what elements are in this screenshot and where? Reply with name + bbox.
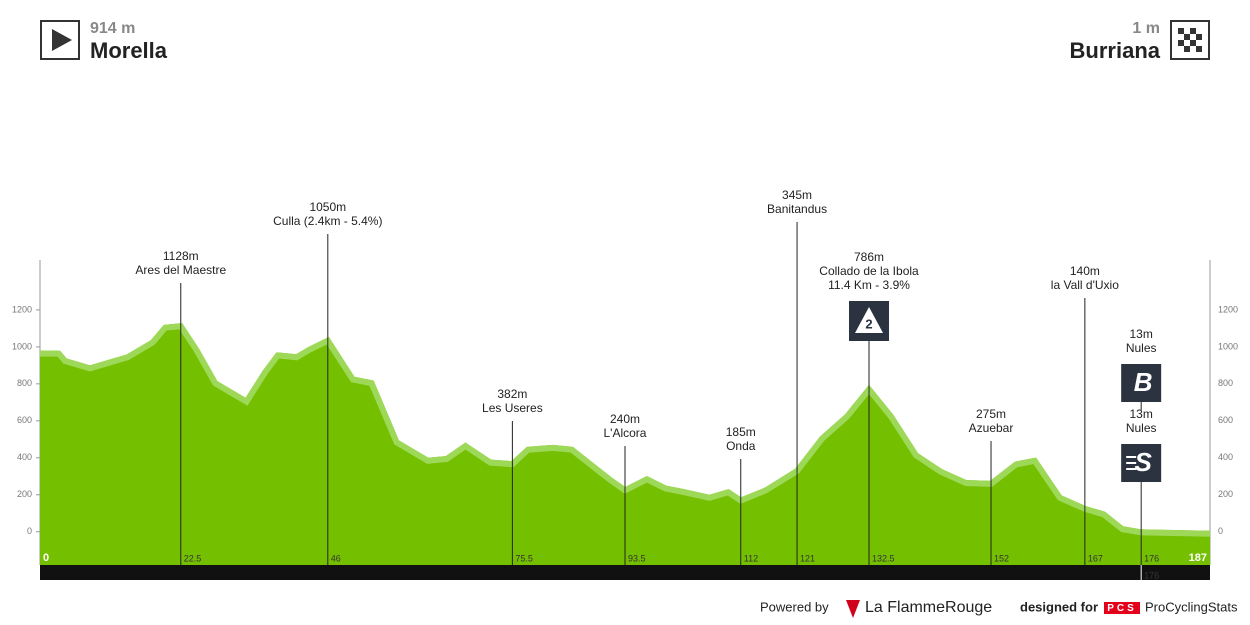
- brand: La FlammeRouge: [865, 599, 992, 616]
- site-name: ProCyclingStats: [1145, 599, 1238, 614]
- poi-name: Culla (2.4km - 5.4%): [273, 214, 382, 228]
- poi-elevation: 275m: [976, 407, 1006, 421]
- finish-name: Burriana: [1070, 38, 1161, 63]
- poi-name: Azuebar: [969, 421, 1014, 435]
- poi-name: L'Alcora: [604, 426, 647, 440]
- y-tick-label-right: 400: [1218, 452, 1233, 462]
- poi-detail: 11.4 Km - 3.9%: [828, 278, 910, 292]
- y-tick-label-right: 1200: [1218, 304, 1238, 314]
- km-label: 46: [331, 553, 341, 563]
- km-label: 22.5: [184, 553, 202, 563]
- poi-elevation: 13m: [1130, 407, 1153, 421]
- km-label: 176: [1144, 553, 1159, 563]
- y-tick-label-right: 800: [1218, 378, 1233, 388]
- start-name: Morella: [90, 38, 168, 63]
- y-tick-label: 1000: [12, 341, 32, 351]
- y-tick-label-right: 200: [1218, 489, 1233, 499]
- poi-icon: 2: [865, 316, 872, 331]
- designed-for: designed for: [1020, 599, 1098, 614]
- start-arrow: [52, 29, 72, 51]
- poi-elevation: 382m: [497, 387, 527, 401]
- poi-name: Onda: [726, 439, 756, 453]
- checkered-flag: [1178, 28, 1202, 52]
- elevation-area: [40, 323, 1210, 565]
- km-label: 93.5: [628, 553, 646, 563]
- finish-elevation: 1 m: [1132, 20, 1160, 37]
- pcs-text: PCS: [1107, 603, 1137, 614]
- start-elevation: 914 m: [90, 20, 135, 37]
- poi-name: Nules: [1126, 341, 1157, 355]
- y-tick-label: 0: [27, 526, 32, 536]
- distance-bar: [40, 565, 1210, 580]
- y-tick-label-right: 1000: [1218, 341, 1238, 351]
- y-tick-label: 1200: [12, 304, 32, 314]
- km-label: 152: [994, 553, 1009, 563]
- pcs-badge: [1104, 602, 1140, 614]
- poi-elevation: 13m: [1130, 327, 1153, 341]
- y-tick-label: 800: [17, 378, 32, 388]
- plot: 0 0 200 200 400 400 600 600 800 800 1000 1000 1200 12…: [12, 188, 1238, 580]
- poi-elevation: 786m: [854, 250, 884, 264]
- y-tick-label: 600: [17, 415, 32, 425]
- poi-elevation: 345m: [782, 188, 812, 202]
- poi-name: Collado de la Ibola: [819, 264, 919, 278]
- powered-by: Powered by: [760, 599, 829, 614]
- poi-name: Ares del Maestre: [135, 263, 226, 277]
- poi-name: la Vall d'Uxio: [1051, 278, 1119, 292]
- poi-icon-box: [1121, 364, 1162, 402]
- poi-elevation: 240m: [610, 412, 640, 426]
- x-tick-label: 187: [1189, 552, 1207, 564]
- y-tick-label: 400: [17, 452, 32, 462]
- flame-icon: [846, 600, 860, 618]
- finish-marker-label: 176: [1144, 570, 1159, 580]
- y-tick-label-right: 600: [1218, 415, 1233, 425]
- km-label: 167: [1088, 553, 1103, 563]
- km-label: 121: [800, 553, 815, 563]
- poi-elevation: 185m: [726, 425, 756, 439]
- poi-icon: S: [1135, 447, 1153, 477]
- poi-icon: B: [1134, 367, 1153, 397]
- poi-name: Nules: [1126, 421, 1157, 435]
- km-label: 75.5: [515, 553, 533, 563]
- km-label: 132.5: [872, 553, 895, 563]
- x-tick-label: 0: [43, 552, 49, 564]
- finish-icon: [1170, 20, 1210, 60]
- poi-name: Banitandus: [767, 202, 827, 216]
- y-tick-label-right: 0: [1218, 526, 1223, 536]
- start-icon: [40, 20, 80, 60]
- poi-elevation: 1050m: [309, 200, 346, 214]
- elevation-ridge: [40, 323, 1211, 537]
- poi-elevation: 1128m: [163, 249, 199, 263]
- km-label: 112: [744, 553, 758, 563]
- y-tick-label: 200: [17, 489, 32, 499]
- climb-triangle: [855, 307, 884, 333]
- poi-name: Les Useres: [482, 401, 543, 415]
- poi-elevation: 140m: [1070, 264, 1100, 278]
